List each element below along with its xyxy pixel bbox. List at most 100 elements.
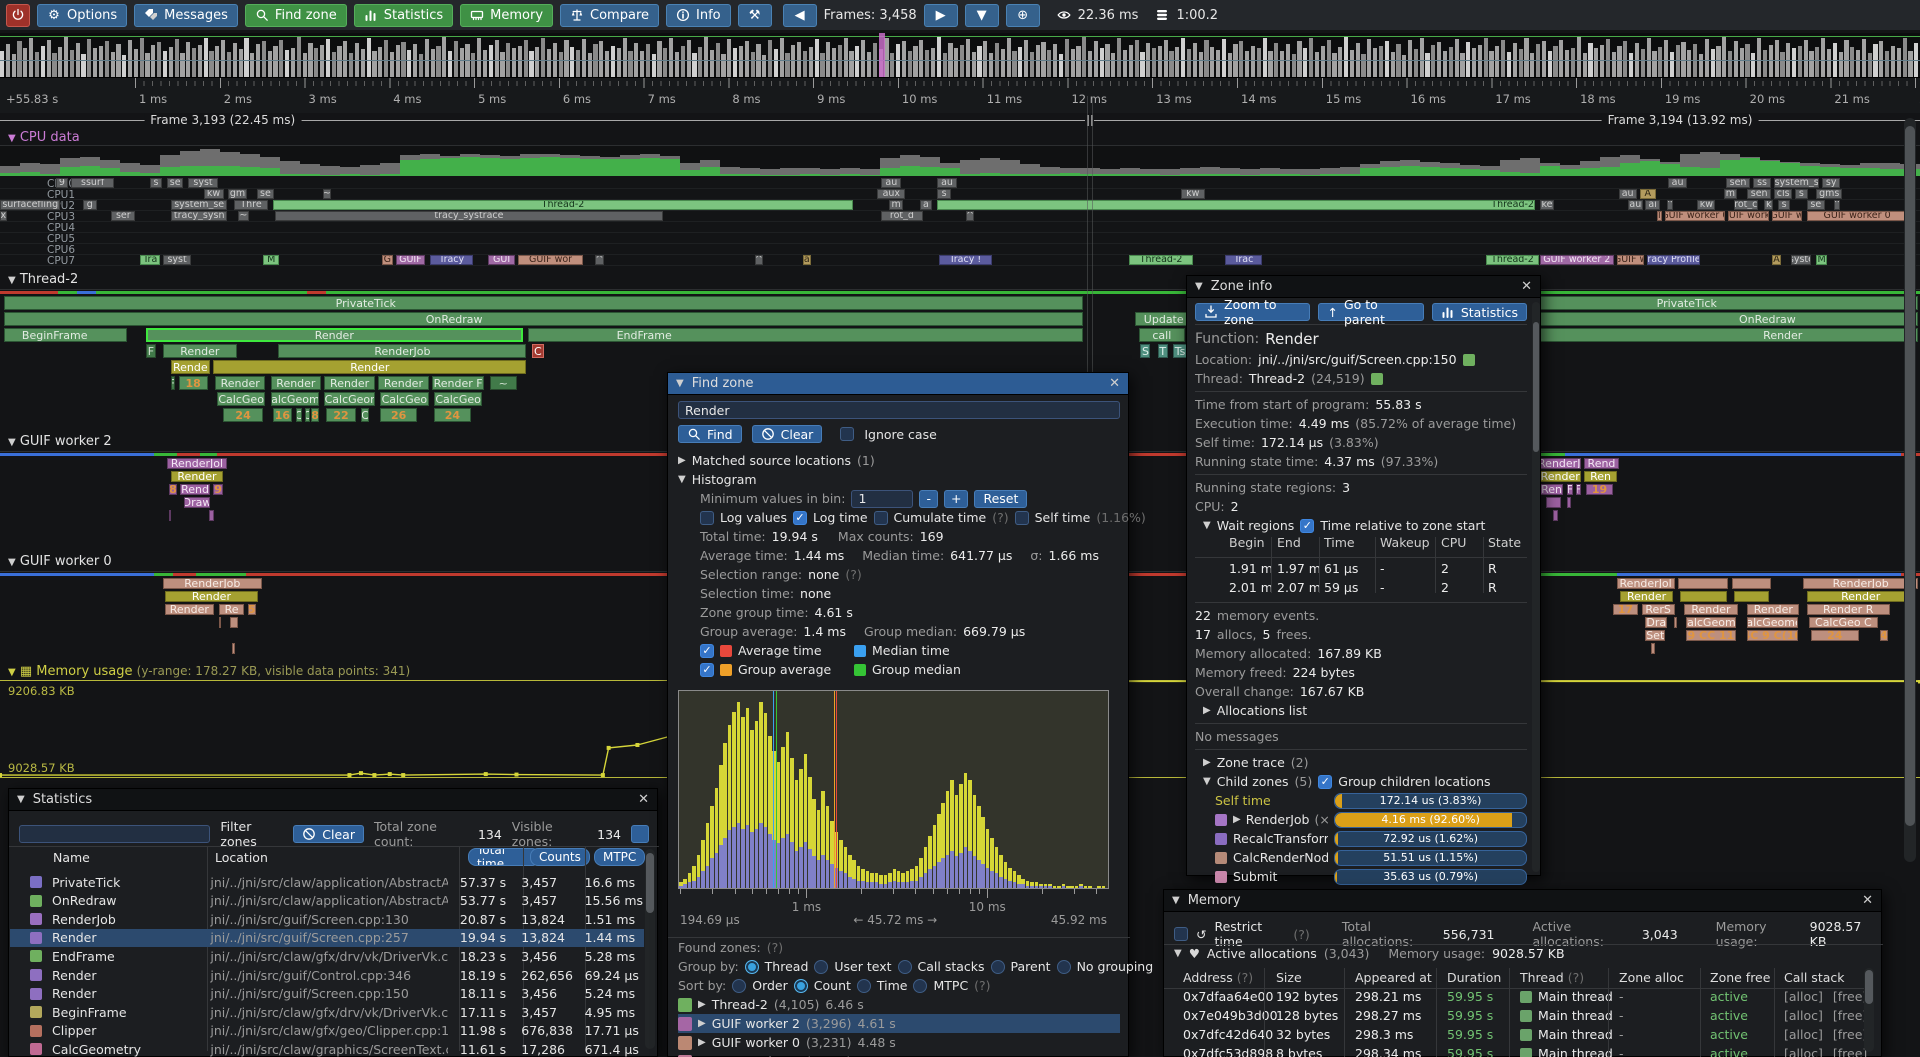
timeline-zone[interactable] <box>1553 510 1558 521</box>
timeline-zone[interactable]: 9 <box>213 484 224 495</box>
cpu-zone[interactable]: s <box>149 178 163 188</box>
cpu-zone[interactable]: gms <box>1816 189 1843 199</box>
collapse-icon[interactable]: ▼ <box>1172 895 1180 906</box>
expand-icon[interactable]: ▶ <box>698 999 706 1010</box>
timeline-zone[interactable]: CalcGeome <box>270 392 320 406</box>
clear-button[interactable]: Clear <box>751 425 823 443</box>
timeline-zone[interactable]: 8 <box>168 484 178 495</box>
restrict-time-checkbox[interactable] <box>1174 927 1188 941</box>
cpu-zone[interactable]: au <box>1668 178 1687 188</box>
cpu-zone[interactable]: au <box>1618 189 1637 199</box>
cpu-data-header[interactable]: ▼ CPU data <box>8 130 80 145</box>
statistics-row[interactable]: RenderJob jni/../jni/src/guif/Screen.cpp:… <box>10 910 644 928</box>
cpu-zone[interactable]: a <box>802 255 812 265</box>
cpu-zone[interactable]: M <box>1816 255 1827 265</box>
timeline-zone[interactable]: Render <box>170 471 224 482</box>
group-children-checkbox[interactable]: ✓ <box>1318 774 1333 789</box>
cpu-zone[interactable]: k <box>1764 200 1774 210</box>
group-by-call-stacks[interactable] <box>897 959 912 974</box>
wait-row[interactable]: 1.91 ms 1.97 ms61 µs - 2 R <box>1195 561 1527 580</box>
cpu-zone[interactable]: x <box>0 211 7 221</box>
prev-frame-button[interactable]: ◀ <box>782 3 817 27</box>
timeline-zone[interactable]: 22 <box>326 408 356 422</box>
timeline-zone[interactable]: ~ <box>489 376 517 390</box>
alloc-col-appeared-at[interactable]: Appeared at <box>1355 970 1432 985</box>
cpu-zone[interactable]: kw <box>1180 189 1205 199</box>
cpu-zone[interactable]: ^ <box>595 255 604 265</box>
timeline-zone[interactable]: S <box>1140 344 1151 358</box>
cpu-zone[interactable]: Thre <box>234 200 268 210</box>
cpu-zone[interactable]: sen <box>1726 178 1751 188</box>
timeline-zone[interactable]: Update <box>1134 312 1193 326</box>
log-values-checkbox[interactable] <box>700 510 714 525</box>
cpu-zone[interactable]: GUIF worke <box>1728 211 1770 221</box>
cpu-zone[interactable]: ^ <box>1666 200 1674 210</box>
cpu-zone[interactable]: GUIF w <box>1772 211 1802 221</box>
alloc-col-size[interactable]: Size <box>1276 970 1302 985</box>
goto-frame-button[interactable]: ⊕ <box>1005 3 1040 27</box>
timeline-zone[interactable]: F <box>1566 484 1573 495</box>
cpu-zone[interactable]: ssurf <box>71 178 115 188</box>
timeline-zone[interactable]: Render <box>165 604 214 615</box>
child-zone-row[interactable]: RecalcTransform 72.92 us (1.62%) <box>1195 829 1527 848</box>
cpu-zone[interactable]: GUI <box>487 255 516 265</box>
timeline-zone[interactable]: 16 <box>272 408 293 422</box>
sort-by-mtpc[interactable] <box>913 978 928 993</box>
timeline-zone[interactable]: CalcGeo <box>380 392 429 406</box>
timeline-zone[interactable]: Set <box>1645 630 1666 641</box>
free-link[interactable]: [free] <box>1832 989 1868 1004</box>
cpu-zone[interactable]: kw <box>203 189 224 199</box>
timeline-zone[interactable]: Rende <box>170 360 210 374</box>
statistics-row[interactable]: Render jni/../jni/src/guif/Control.cpp:34… <box>10 966 644 984</box>
options-button[interactable]: ⚙ Options <box>37 3 128 27</box>
statistics-window-titlebar[interactable]: ▼ Statistics ✕ <box>9 789 657 811</box>
cpu-zone[interactable]: syste <box>1791 255 1812 265</box>
timeline-zone[interactable]: Render <box>1620 591 1673 602</box>
alloc-col-address[interactable]: Address (?) <box>1183 970 1254 985</box>
timeline-zone[interactable]: 18 <box>178 376 208 390</box>
timeline-zone[interactable]: Ren <box>1584 471 1618 482</box>
self-time-checkbox[interactable] <box>1014 510 1029 525</box>
expand-icon[interactable]: ▶ <box>1203 757 1211 768</box>
timeline-zone[interactable]: CalcGeo <box>433 392 483 406</box>
thread-swatch[interactable] <box>1370 372 1383 385</box>
sort-by-time[interactable] <box>856 978 871 993</box>
timeline-zone[interactable]: 8 <box>311 408 320 422</box>
statistics-row[interactable]: PrivateTick jni/../jni/src/claw/applicati… <box>10 873 644 891</box>
timeline-zone[interactable]: EndFrame <box>528 328 1084 342</box>
frame-time-graph[interactable] <box>0 33 1920 77</box>
collapse-icon[interactable]: ▼ <box>678 474 686 485</box>
timeline-zone[interactable] <box>1680 591 1727 602</box>
timeline-zone[interactable]: C <box>531 344 544 358</box>
cpu-zone[interactable]: ~ <box>238 211 249 221</box>
cpu-zone[interactable]: m <box>1724 189 1737 199</box>
collapse-icon[interactable]: ▼ <box>8 437 16 448</box>
cpu-zone[interactable]: ^ <box>965 211 975 221</box>
self-time-row[interactable]: Self time 172.14 us (3.83%) <box>1195 791 1527 810</box>
child-zone-row[interactable]: CalcRenderNodes 51.51 us (1.15%) <box>1195 848 1527 867</box>
alloc-link[interactable]: [alloc] <box>1784 1008 1823 1023</box>
timeline-zone[interactable]: C <box>305 408 310 422</box>
alloc-col-duration[interactable]: Duration <box>1447 970 1502 985</box>
statistics-scrollbar[interactable] <box>645 849 655 1049</box>
cpu-zone[interactable]: surfacefling <box>0 200 61 210</box>
timeline-zone[interactable]: Render R <box>1806 604 1890 615</box>
reset-button[interactable]: Reset <box>974 489 1028 508</box>
timeline-zone[interactable] <box>1651 643 1656 654</box>
cpu-zone[interactable]: G <box>382 255 393 265</box>
timeline-zone[interactable]: Ts <box>1173 344 1187 358</box>
alloc-link[interactable]: [alloc] <box>1784 1027 1823 1042</box>
cpu-zone[interactable]: syst <box>163 255 191 265</box>
alloc-link[interactable]: [alloc] <box>1784 989 1823 1004</box>
cpu-zone[interactable]: ser <box>111 211 136 221</box>
cpu-zone[interactable]: GUIF <box>395 255 426 265</box>
source-swatch[interactable] <box>1462 353 1475 366</box>
timeline-zone[interactable]: Re <box>218 604 245 615</box>
collapse-icon[interactable]: ▼ <box>1195 281 1203 292</box>
min-bin-input[interactable]: 1 <box>851 489 914 508</box>
cpu-zone[interactable]: s <box>1777 200 1791 210</box>
timeline-zone[interactable]: Render <box>165 591 258 602</box>
statistics-row[interactable]: Clipper jni/../jni/src/claw/gfx/geo/Clipp… <box>10 1022 644 1040</box>
cpu-zone[interactable]: Thread-2 <box>272 200 854 210</box>
cpu-zone[interactable]: s <box>1795 189 1808 199</box>
